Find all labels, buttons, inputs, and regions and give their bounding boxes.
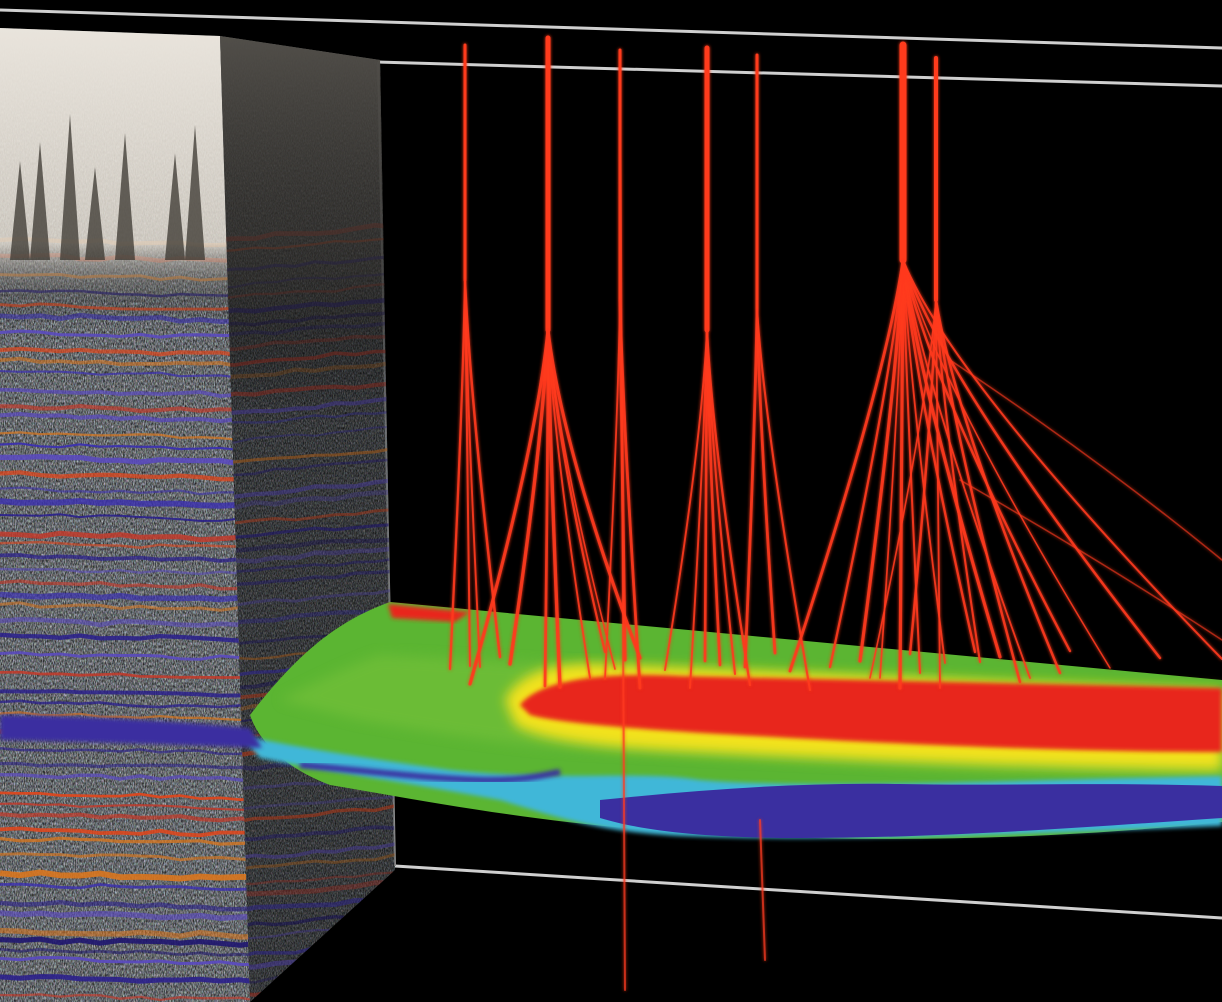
seismic-section <box>0 28 260 1002</box>
